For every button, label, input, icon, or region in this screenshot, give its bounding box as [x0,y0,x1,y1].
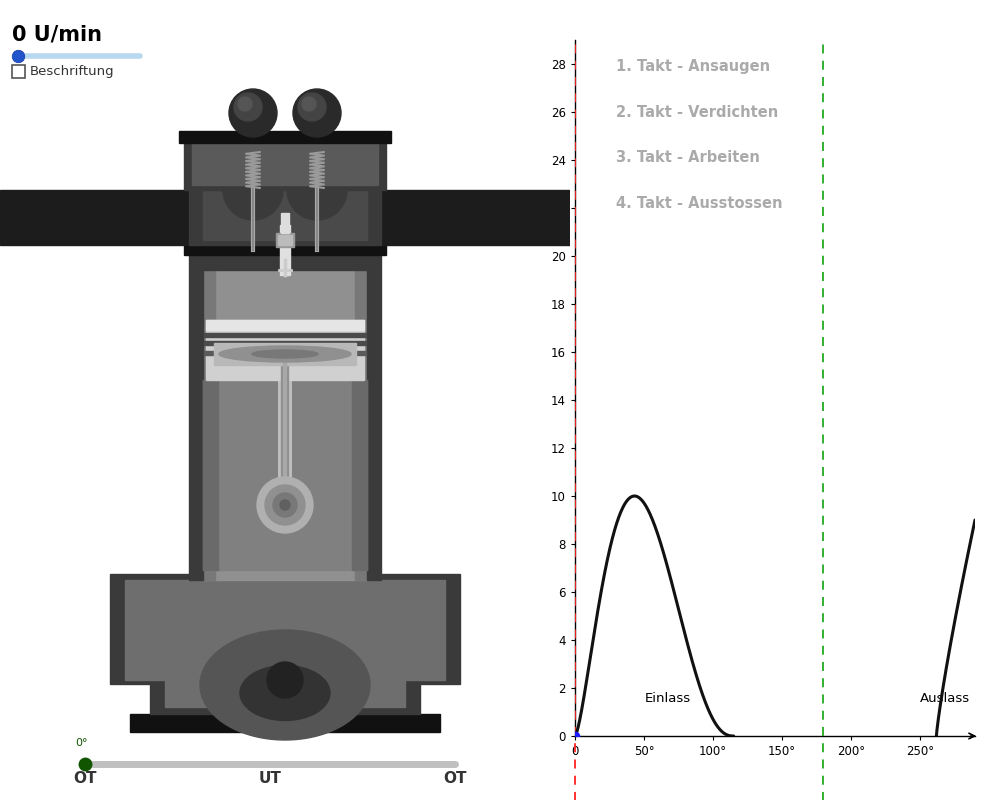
Ellipse shape [240,666,330,721]
Bar [192,140,378,185]
Circle shape [234,93,262,121]
Circle shape [229,89,277,137]
Text: Einlass: Einlass [644,692,690,705]
Bar [110,574,460,684]
Bar [278,235,292,245]
Bar [204,333,366,337]
Bar [165,662,405,707]
Bar [352,380,367,570]
Text: 0°: 0° [76,738,88,748]
Bar [189,190,381,245]
Circle shape [302,97,316,111]
Circle shape [265,485,305,525]
Text: 0 U/min: 0 U/min [12,25,102,45]
Text: Z: Z [982,112,1000,141]
Bar [203,270,367,580]
Circle shape [293,89,341,137]
Bar [203,190,367,240]
Bar [206,320,364,330]
Ellipse shape [252,350,318,358]
Bar [179,131,391,143]
Bar [203,270,215,580]
Text: Auslass: Auslass [920,692,970,705]
Bar [204,341,366,345]
Bar [0,190,570,245]
Bar [130,714,440,732]
Text: OT: OT [73,771,97,786]
Bar [125,580,445,680]
Ellipse shape [219,346,351,362]
Bar [203,380,367,570]
Circle shape [238,97,252,111]
Text: 1. Takt - Ansaugen: 1. Takt - Ansaugen [616,59,771,74]
Text: 2. Takt - Verdichten: 2. Takt - Verdichten [616,105,779,120]
Polygon shape [223,190,283,220]
Bar [203,380,218,570]
Bar [184,240,386,255]
Text: 4. Takt - Ausstossen: 4. Takt - Ausstossen [616,196,783,211]
Circle shape [298,93,326,121]
Bar [189,250,381,270]
Bar [12,65,25,78]
Bar [204,351,366,355]
Polygon shape [287,190,347,220]
Polygon shape [200,630,370,740]
Circle shape [280,500,290,510]
Bar [184,135,386,190]
Bar [214,343,356,365]
Bar [280,225,290,275]
Text: UT: UT [259,771,281,786]
Bar [189,270,203,580]
Bar [281,213,289,233]
Circle shape [267,662,303,698]
Bar [276,233,294,247]
Bar [150,664,420,714]
Bar [367,270,381,580]
Circle shape [273,493,297,517]
Text: 3. Takt - Arbeiten: 3. Takt - Arbeiten [616,150,760,166]
Bar [355,270,367,580]
Text: OT: OT [443,771,467,786]
Bar [206,320,364,380]
Circle shape [257,477,313,533]
Text: Beschriftung: Beschriftung [30,65,115,78]
